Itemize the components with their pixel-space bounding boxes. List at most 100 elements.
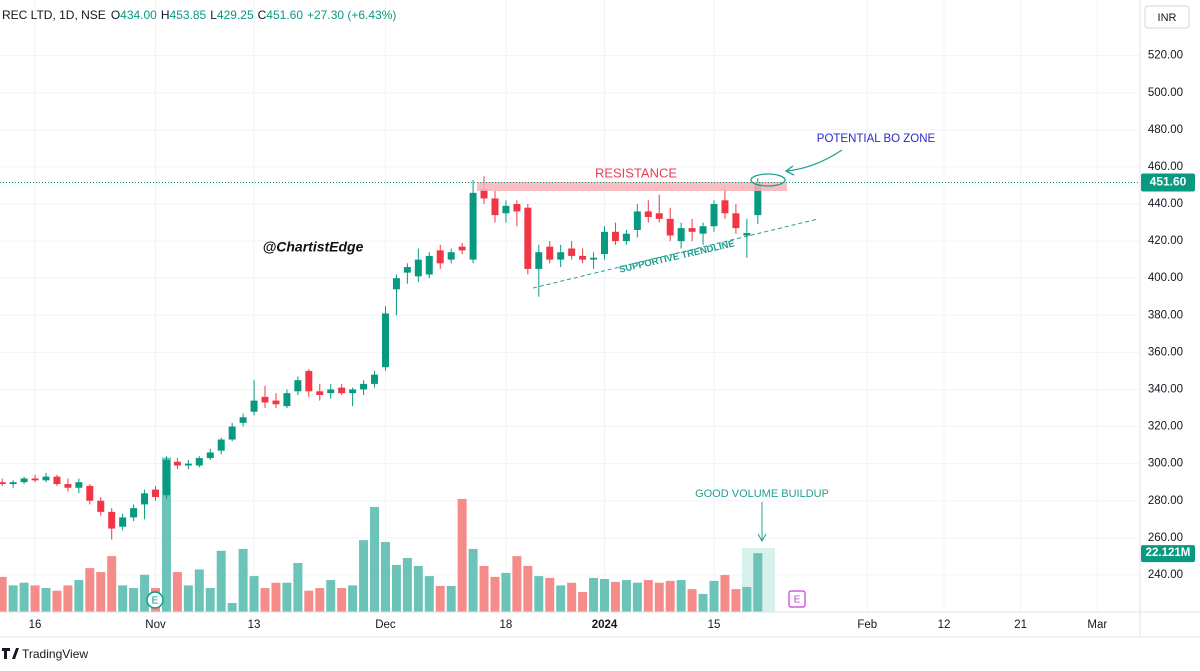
candle-body xyxy=(360,383,368,390)
candle-body xyxy=(480,189,488,199)
volume-bar xyxy=(271,582,281,612)
volume-bar xyxy=(172,572,182,612)
volume-bar xyxy=(709,580,719,612)
candle-body xyxy=(31,478,39,481)
candle-body xyxy=(130,508,138,518)
candle-body xyxy=(371,374,379,384)
candle-body xyxy=(349,389,357,394)
volume-bar xyxy=(359,540,369,612)
candle-body xyxy=(436,250,444,264)
candle-body xyxy=(97,500,105,512)
volume-bar xyxy=(348,585,358,612)
y-tick-label: 420.00 xyxy=(1148,235,1183,247)
volume-bar xyxy=(282,582,292,612)
earnings-label[interactable]: E xyxy=(794,595,801,606)
candle-body xyxy=(283,393,291,407)
volume-bar xyxy=(523,565,533,612)
volume-bar xyxy=(216,550,226,612)
x-tick-label: 21 xyxy=(1014,619,1027,631)
x-tick-label: 12 xyxy=(938,619,951,631)
candle-body xyxy=(403,267,411,273)
volume-bar xyxy=(30,585,40,612)
volume-bar xyxy=(85,568,95,612)
candle-body xyxy=(425,255,433,275)
resistance-zone xyxy=(477,182,787,191)
currency-box[interactable] xyxy=(1144,5,1190,29)
volume-bar xyxy=(63,585,73,612)
volume-bar xyxy=(140,574,150,612)
header-item: O xyxy=(111,8,120,22)
candle-body xyxy=(502,205,510,214)
candle-body xyxy=(195,458,203,466)
watermark: @ChartistEdge xyxy=(263,239,364,255)
candle-body xyxy=(0,482,6,485)
volume-bar xyxy=(118,585,128,612)
candle-body xyxy=(721,200,729,214)
y-tick-label: 300.00 xyxy=(1148,458,1183,470)
volume-arrowhead xyxy=(757,533,767,543)
volume-bar xyxy=(632,582,642,612)
candle-body xyxy=(184,463,192,466)
candle-body xyxy=(611,231,619,242)
volume-bar xyxy=(567,582,577,612)
candle-body xyxy=(173,461,181,466)
candle-body xyxy=(272,400,280,405)
earnings-label[interactable]: E xyxy=(152,596,159,607)
y-tick-label: 340.00 xyxy=(1148,383,1183,395)
volume-bar xyxy=(424,576,434,612)
volume-bar xyxy=(380,542,390,612)
candle-body xyxy=(644,211,652,217)
y-tick-label: 400.00 xyxy=(1148,272,1183,284)
x-tick-label: 2024 xyxy=(592,619,618,631)
candle-body xyxy=(53,476,61,485)
volume-bar xyxy=(753,553,763,612)
candle-body xyxy=(677,228,685,242)
x-tick-label: 13 xyxy=(248,619,261,631)
earnings-icon[interactable] xyxy=(788,590,806,608)
header-item: REC LTD, 1D, NSE xyxy=(2,8,106,22)
candle-body xyxy=(64,484,72,488)
candle-body xyxy=(743,233,751,236)
candle-body xyxy=(119,517,127,527)
candle-body xyxy=(568,248,576,256)
x-tick-label: Nov xyxy=(145,619,166,631)
volume-bar xyxy=(205,588,215,612)
x-tick-label: Feb xyxy=(857,619,877,631)
last-price-badge xyxy=(1141,173,1195,192)
volume-bar xyxy=(512,556,522,612)
volume-bar xyxy=(490,576,500,612)
volume-bar xyxy=(413,565,423,612)
volume-bar xyxy=(599,579,609,612)
y-tick-label: 320.00 xyxy=(1148,421,1183,433)
candle-body xyxy=(579,255,587,260)
earnings-icon[interactable] xyxy=(146,591,164,609)
header-item: 451.60 xyxy=(266,8,303,22)
candle-body xyxy=(86,485,94,501)
candle-body xyxy=(250,400,258,412)
candles xyxy=(0,176,762,540)
candle-body xyxy=(239,417,247,423)
footer: TradingView xyxy=(2,647,88,661)
volume-bar xyxy=(260,588,270,612)
candle-body xyxy=(305,370,313,392)
volume-bar xyxy=(52,590,62,612)
volume-bar xyxy=(74,580,84,612)
brand-logo xyxy=(2,648,19,659)
volume-bar xyxy=(731,589,741,612)
candle-body xyxy=(392,278,400,290)
candle-body xyxy=(162,459,170,496)
header-item: H xyxy=(161,8,170,22)
breakout-arrow xyxy=(786,149,843,172)
candle-body xyxy=(710,204,718,227)
header-item: +27.30 (+6.43%) xyxy=(307,8,396,22)
candle-body xyxy=(141,493,149,505)
y-tick-label: 500.00 xyxy=(1148,87,1183,99)
header-text: REC LTD, 1D, NSE O434.00 H453.85 L429.25 C45… xyxy=(2,8,396,22)
header-item: 429.25 xyxy=(217,8,254,22)
volume-bar xyxy=(391,564,401,612)
last-price-label: 451.60 xyxy=(1150,175,1187,189)
currency[interactable]: INR xyxy=(1158,12,1177,24)
resistance-label: RESISTANCE xyxy=(595,165,677,180)
